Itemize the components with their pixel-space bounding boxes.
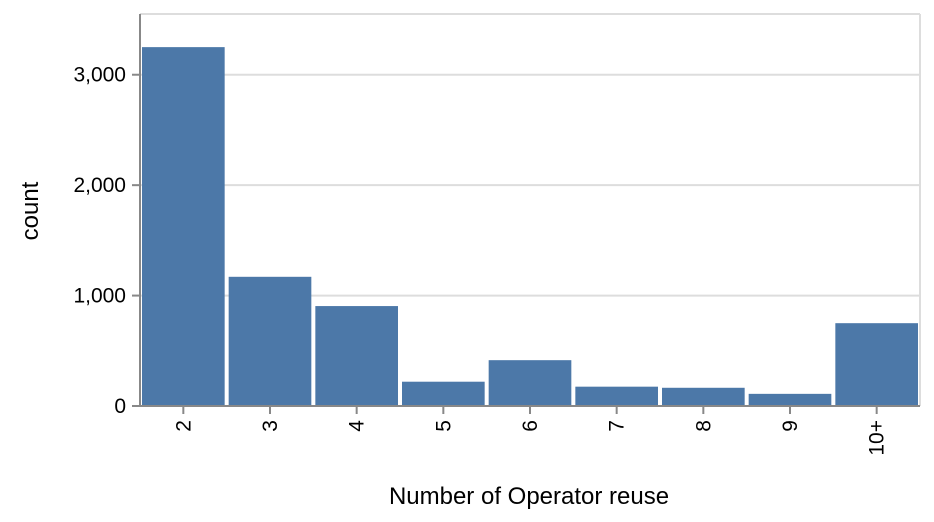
bar-10+ — [835, 323, 918, 406]
x-tick-label: 4 — [346, 420, 369, 432]
y-tick-label: 2,000 — [73, 174, 126, 197]
bar-2 — [142, 47, 225, 406]
x-tick-label: 6 — [519, 420, 542, 432]
bar-3 — [228, 276, 312, 406]
y-tick-label: 1,000 — [73, 285, 126, 308]
x-tick-label: 8 — [692, 420, 715, 432]
x-tick-label: 5 — [432, 420, 455, 432]
y-axis-title: count — [17, 181, 44, 240]
bar-7 — [575, 386, 658, 406]
x-tick-label: 9 — [779, 420, 802, 432]
x-axis-title: Number of Operator reuse — [389, 483, 669, 510]
axes: 0 1,000 2,000 3,000 2 3 4 5 6 7 8 9 10+ — [73, 14, 920, 456]
bar-8 — [662, 387, 745, 406]
bar-6 — [488, 360, 572, 406]
x-tick-label: 3 — [259, 420, 282, 432]
x-tick-label: 2 — [172, 420, 195, 432]
x-tick-label: 7 — [606, 420, 629, 432]
bars — [142, 47, 918, 406]
bar-5 — [402, 381, 485, 406]
bar-4 — [315, 306, 398, 406]
bar-9 — [748, 393, 832, 406]
y-tick-label: 0 — [114, 395, 126, 418]
x-tick-label: 10+ — [866, 420, 889, 456]
y-tick-label: 3,000 — [73, 64, 126, 87]
